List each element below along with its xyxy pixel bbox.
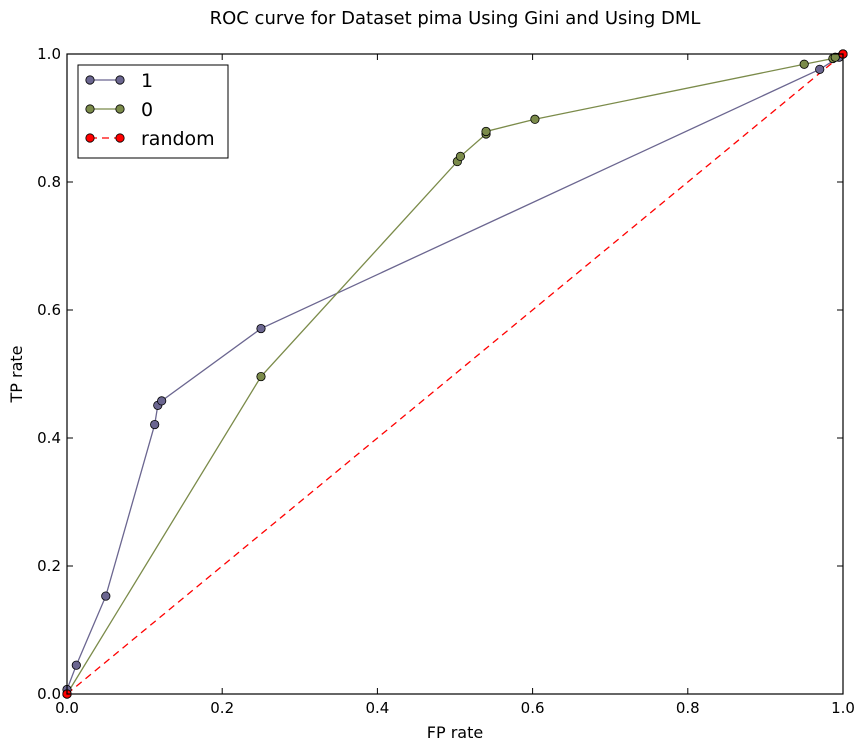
series-1-point <box>71 660 81 670</box>
legend-marker-0 <box>115 104 125 114</box>
x-axis-ticks: 0.0 0.2 0.4 0.6 0.8 1.0 <box>55 54 855 717</box>
series-1-point <box>150 419 160 430</box>
x-tick-label: 0.0 <box>55 699 79 717</box>
plot-frame <box>66 53 844 695</box>
series-0-point <box>799 59 809 69</box>
series-1-point <box>101 591 111 601</box>
series-1-point <box>815 64 825 74</box>
x-tick-label: 0.2 <box>210 699 234 717</box>
y-axis-label: TP rate <box>7 345 26 403</box>
series-0-point <box>256 371 266 382</box>
legend-label-random: random <box>141 128 215 150</box>
series-0-point <box>481 126 491 137</box>
legend-label-0: 0 <box>141 99 153 121</box>
legend-marker-1 <box>85 75 95 85</box>
y-axis-ticks: 0.0 0.2 0.4 0.6 0.8 1.0 <box>37 45 843 703</box>
series-0-point <box>455 151 466 161</box>
legend-label-1: 1 <box>141 70 153 92</box>
series-1-point <box>256 323 266 334</box>
y-tick-label: 0.2 <box>37 557 61 575</box>
y-tick-label: 1.0 <box>37 45 61 63</box>
series-1-point <box>157 396 167 406</box>
y-tick-label: 0.6 <box>37 301 61 319</box>
y-tick-label: 0.4 <box>37 429 61 447</box>
legend-marker-random <box>85 133 95 143</box>
legend: 1 0 random <box>77 64 229 159</box>
x-tick-label: 0.4 <box>365 699 389 717</box>
x-tick-label: 0.6 <box>521 699 545 717</box>
legend-marker-random <box>115 133 125 143</box>
series-0-point <box>830 52 840 62</box>
series-0-point <box>530 114 540 124</box>
chart-title: ROC curve for Dataset pima Using Gini an… <box>210 8 701 29</box>
y-tick-label: 0.0 <box>37 685 61 703</box>
y-tick-label: 0.8 <box>37 173 61 191</box>
x-tick-label: 0.8 <box>676 699 700 717</box>
x-tick-label: 1.0 <box>831 699 855 717</box>
legend-marker-1 <box>115 75 125 85</box>
legend-marker-0 <box>85 104 95 114</box>
x-axis-label: FP rate <box>427 723 483 742</box>
